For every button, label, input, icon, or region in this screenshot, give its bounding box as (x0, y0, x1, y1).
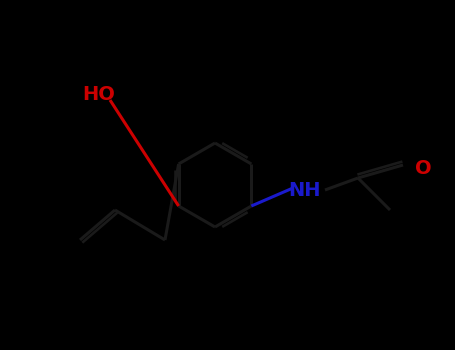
Text: HO: HO (82, 85, 115, 105)
Text: O: O (415, 159, 432, 177)
Text: NH: NH (289, 181, 321, 199)
